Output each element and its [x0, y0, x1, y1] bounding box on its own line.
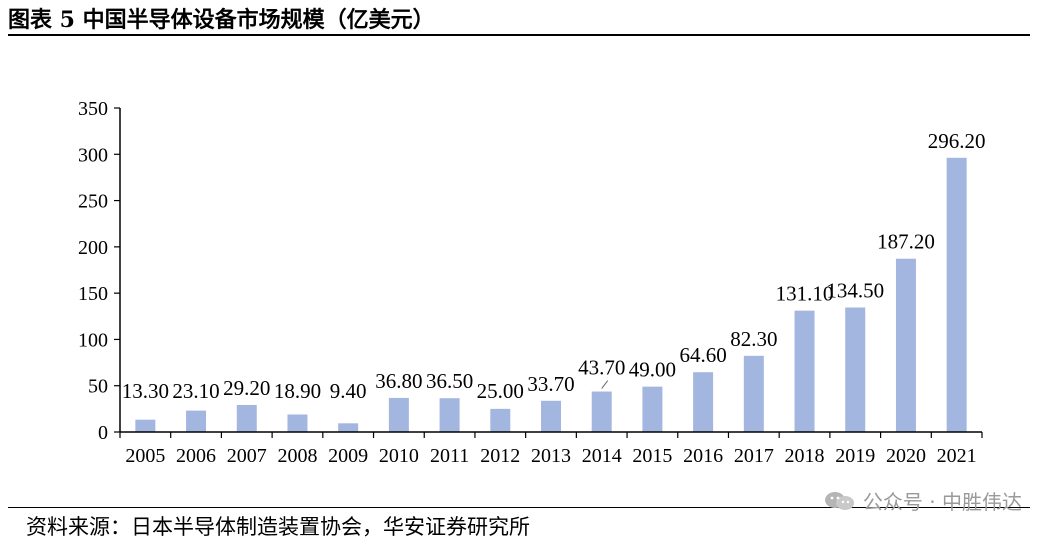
- x-axis: 2005 2006 2007 2008 2009 2010 2011 2012 2013 2014…: [119, 431, 983, 467]
- data-label: 131.10: [776, 282, 834, 306]
- data-label: 13.30: [122, 379, 169, 403]
- bar: [591, 391, 612, 432]
- y-tick-label: 200: [78, 237, 108, 259]
- bar: [794, 310, 815, 432]
- data-label: 296.20: [928, 129, 986, 153]
- data-label: 64.60: [679, 343, 726, 367]
- data-label: 33.70: [527, 372, 574, 396]
- data-label: 134.50: [826, 278, 884, 302]
- data-label: 43.70: [578, 356, 625, 380]
- x-tick-label: 2017: [734, 445, 774, 467]
- x-tick-label: 2006: [176, 445, 216, 467]
- data-label: 49.00: [629, 358, 676, 382]
- title-rule: [8, 34, 1030, 36]
- x-tick-label: 2005: [125, 445, 165, 467]
- data-label: 23.10: [172, 379, 219, 403]
- bar: [895, 258, 916, 432]
- bar: [541, 400, 561, 432]
- y-tick-label: 0: [98, 422, 108, 444]
- watermark-text: 公众号 · 中胜伟达: [862, 490, 1022, 514]
- data-label: 18.90: [274, 379, 321, 403]
- watermark: 公众号 · 中胜伟达: [823, 486, 1022, 515]
- bar: [642, 386, 663, 432]
- data-label: 9.40: [330, 379, 367, 403]
- x-tick-label: 2021: [937, 445, 977, 467]
- bar: [845, 307, 866, 432]
- bar: [439, 398, 460, 432]
- data-labels: 13.30 23.10 29.20 18.90 9.40 36.80 36.50 25.00 3…: [122, 129, 986, 403]
- bar: [693, 372, 714, 432]
- x-tick-label: 2015: [632, 445, 672, 467]
- x-tick-label: 2016: [683, 445, 723, 467]
- data-label: 25.00: [477, 379, 524, 403]
- data-label: 82.30: [730, 327, 777, 351]
- x-tick-label: 2018: [785, 445, 825, 467]
- y-tick-label: 350: [78, 98, 108, 120]
- x-tick-label: 2008: [277, 445, 317, 467]
- wechat-icon: [824, 491, 854, 510]
- y-tick-label: 250: [78, 191, 108, 213]
- y-tick-label: 300: [78, 144, 108, 166]
- bar-series: [135, 157, 967, 433]
- data-label: 29.20: [223, 376, 270, 400]
- source-rule: [8, 507, 1030, 508]
- bar: [743, 355, 764, 432]
- bar: [946, 157, 967, 433]
- data-label: 36.80: [375, 369, 422, 393]
- bar: [287, 414, 308, 432]
- source-note: 资料来源：日本半导体制造装置协会，华安证券研究所: [26, 515, 530, 539]
- x-tick-label: 2011: [430, 445, 469, 467]
- x-tick-label: 2007: [227, 445, 267, 467]
- y-tick-label: 150: [78, 283, 108, 305]
- x-tick-label: 2013: [531, 445, 571, 467]
- y-tick-label: 100: [78, 329, 108, 351]
- bar: [338, 423, 359, 432]
- bar: [236, 404, 257, 432]
- figure-title: 图表 5 中国半导体设备市场规模（亿美元）: [8, 7, 435, 33]
- leader-line: [601, 380, 609, 389]
- x-tick-label: 2020: [886, 445, 926, 467]
- x-tick-label: 2019: [835, 445, 875, 467]
- x-tick-label: 2009: [328, 445, 368, 467]
- x-tick-label: 2012: [480, 445, 520, 467]
- bar: [388, 397, 409, 432]
- bar: [135, 419, 156, 432]
- bar: [186, 410, 207, 432]
- y-axis: 0 50 100 150 200 250 300 350: [78, 98, 121, 444]
- y-tick-label: 50: [88, 376, 108, 398]
- data-label: 187.20: [877, 230, 935, 254]
- bar: [490, 408, 511, 432]
- x-tick-label: 2010: [379, 445, 419, 467]
- data-label: 36.50: [426, 369, 473, 393]
- x-tick-label: 2014: [582, 445, 622, 467]
